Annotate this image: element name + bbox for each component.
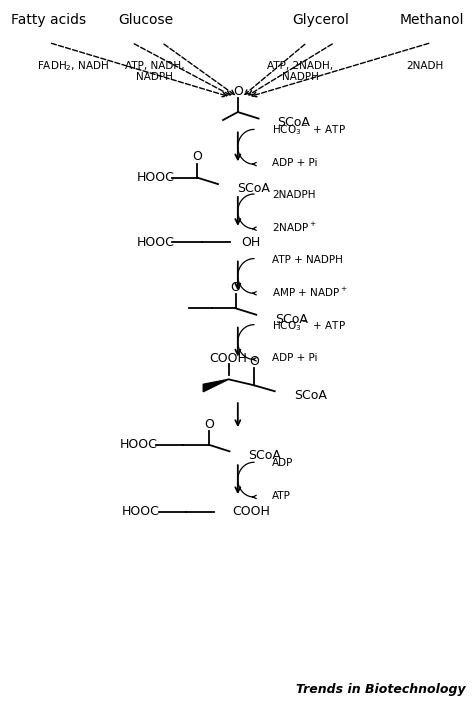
Text: SCoA: SCoA	[277, 116, 310, 130]
Text: 2NADPH: 2NADPH	[273, 190, 316, 200]
Text: HOOC: HOOC	[137, 171, 175, 184]
Text: ADP + Pi: ADP + Pi	[273, 158, 318, 168]
Text: Methanol: Methanol	[399, 13, 464, 27]
Text: Trends in Biotechnology: Trends in Biotechnology	[296, 683, 466, 696]
Text: HOOC: HOOC	[137, 236, 175, 249]
Text: ADP: ADP	[273, 458, 294, 468]
Text: FADH$_2$, NADH: FADH$_2$, NADH	[37, 60, 109, 74]
Text: O: O	[230, 281, 240, 294]
Text: O: O	[192, 150, 202, 163]
Text: ATP, NADH,
NADPH: ATP, NADH, NADPH	[125, 60, 184, 82]
Text: O: O	[233, 85, 243, 97]
Text: ATP, 2NADH,
NADPH: ATP, 2NADH, NADPH	[267, 60, 333, 82]
Polygon shape	[203, 379, 228, 392]
Text: SCoA: SCoA	[275, 313, 308, 326]
Text: O: O	[249, 355, 259, 368]
Text: ATP + NADPH: ATP + NADPH	[273, 254, 343, 264]
Text: SCoA: SCoA	[237, 182, 270, 195]
Text: COOH: COOH	[232, 505, 270, 519]
Text: AMP + NADP$^+$: AMP + NADP$^+$	[273, 286, 348, 299]
Text: SCoA: SCoA	[248, 449, 281, 463]
Text: ADP + Pi: ADP + Pi	[273, 353, 318, 363]
Text: Glucose: Glucose	[118, 13, 173, 27]
Text: HOOC: HOOC	[119, 438, 157, 451]
Text: 2NADH: 2NADH	[406, 62, 443, 72]
Text: HCO$_3$$^-$ + ATP: HCO$_3$$^-$ + ATP	[273, 123, 346, 137]
Text: HCO$_3$$^-$ + ATP: HCO$_3$$^-$ + ATP	[273, 319, 346, 332]
Text: O: O	[204, 418, 214, 430]
Text: OH: OH	[242, 236, 261, 249]
Text: COOH: COOH	[210, 352, 247, 365]
Text: HOOC: HOOC	[122, 505, 160, 519]
Text: Fatty acids: Fatty acids	[11, 13, 86, 27]
Text: 2NADP$^+$: 2NADP$^+$	[273, 222, 317, 234]
Text: SCoA: SCoA	[294, 389, 327, 402]
Text: Glycerol: Glycerol	[292, 13, 349, 27]
Text: ATP: ATP	[273, 491, 292, 501]
